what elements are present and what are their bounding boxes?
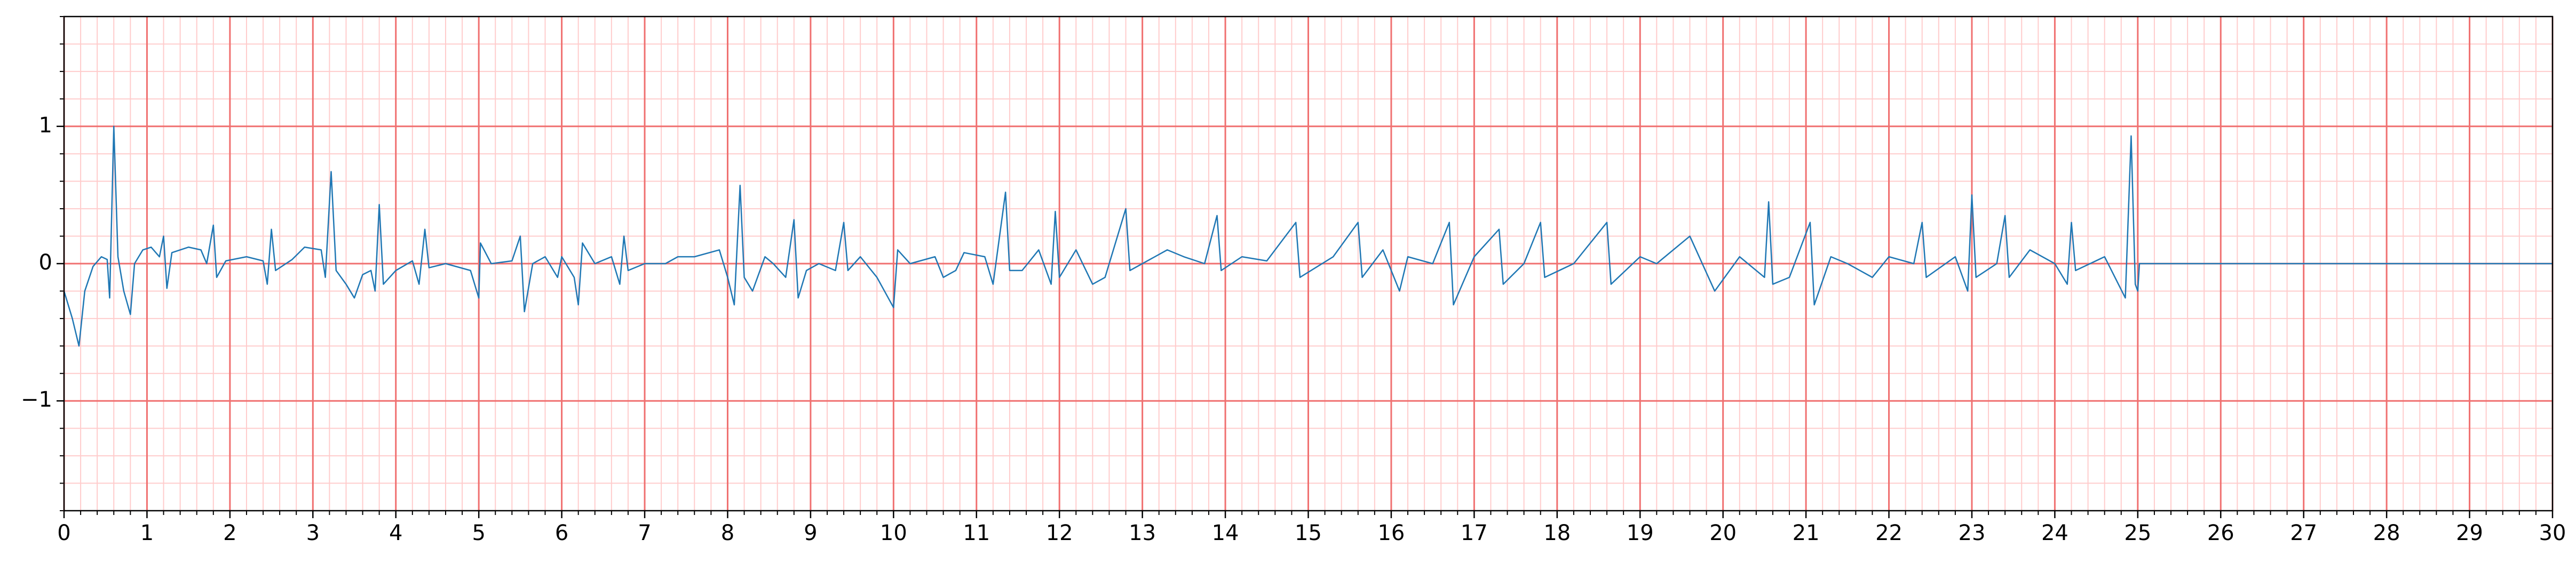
x-tick-label: 28	[2373, 521, 2400, 545]
x-tick-label: 11	[963, 521, 990, 545]
x-tick-label: 29	[2456, 521, 2483, 545]
y-tick-label: 1	[39, 113, 52, 138]
y-tick-label: −1	[21, 387, 52, 412]
x-tick-label: 22	[1875, 521, 1903, 545]
x-tick-label: 16	[1377, 521, 1405, 545]
ecg-line	[63, 125, 2553, 347]
x-tick-label: 10	[880, 521, 907, 545]
x-tick-label: 14	[1212, 521, 1239, 545]
x-tick-label: 4	[389, 521, 402, 545]
x-tick-label: 21	[1793, 521, 1820, 545]
x-tick-label: 8	[721, 521, 734, 545]
x-tick-label: 6	[555, 521, 568, 545]
y-tick-label: 0	[39, 250, 52, 275]
axes-frame	[63, 15, 2554, 512]
x-tick-label: 3	[306, 521, 320, 545]
x-tick-label: 26	[2207, 521, 2234, 545]
x-tick-label: 7	[638, 521, 651, 545]
x-tick-label: 0	[57, 521, 70, 545]
x-tick-label: 2	[223, 521, 236, 545]
x-tick-label: 9	[804, 521, 817, 545]
x-tick-label: 27	[2290, 521, 2317, 545]
x-tick-label: 23	[1959, 521, 1986, 545]
x-tick-label: 5	[472, 521, 485, 545]
x-tick-label: 25	[2124, 521, 2151, 545]
x-tick-label: 30	[2539, 521, 2566, 545]
x-tick-label: 17	[1461, 521, 1488, 545]
x-tick-label: 15	[1295, 521, 1322, 545]
x-tick-label: 1	[140, 521, 154, 545]
x-tick-label: 13	[1129, 521, 1156, 545]
x-tick-label: 12	[1046, 521, 1073, 545]
x-tick-label: 20	[1709, 521, 1737, 545]
x-tick-label: 19	[1627, 521, 1654, 545]
x-tick-label: 24	[2041, 521, 2068, 545]
x-tick-label: 18	[1543, 521, 1571, 545]
